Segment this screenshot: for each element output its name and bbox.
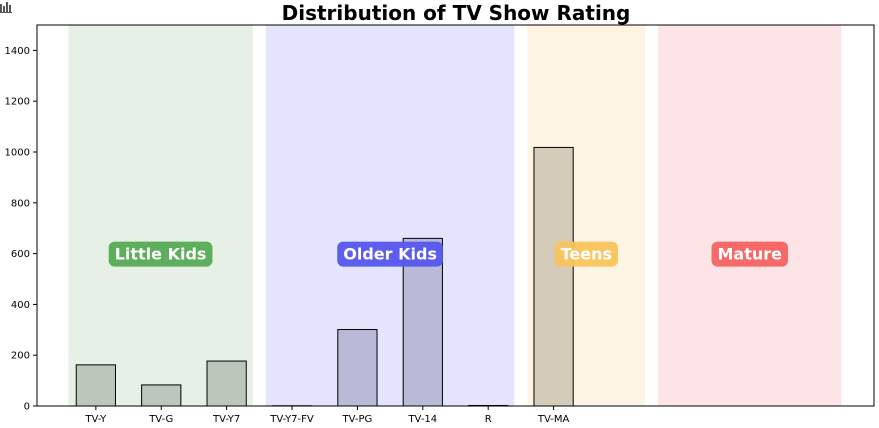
y-tick-label: 600 bbox=[11, 249, 30, 260]
x-tick-label: TV-G bbox=[148, 414, 173, 425]
x-tick-label: TV-14 bbox=[407, 414, 437, 425]
plot-frame bbox=[36, 24, 875, 407]
band-label-layer: Little Kids Older Kids Teens Mature bbox=[108, 241, 789, 267]
chart-title: Distribution of TV Show Rating bbox=[282, 1, 631, 25]
x-tick-label: TV-PG bbox=[342, 414, 373, 425]
bar-tv-g bbox=[141, 384, 182, 407]
band-layer bbox=[68, 25, 842, 406]
band-older-kids bbox=[265, 25, 515, 406]
y-tick-label: 800 bbox=[11, 198, 30, 209]
band-little-kids bbox=[68, 25, 253, 406]
band-label-teens: Teens bbox=[561, 245, 612, 264]
bar-chart-icon[interactable] bbox=[0, 0, 14, 14]
bar-tv-y bbox=[75, 364, 116, 407]
y-tick-label: 400 bbox=[11, 300, 30, 311]
band-label-box bbox=[337, 241, 443, 267]
bar-tv-y7 bbox=[206, 360, 247, 407]
band-label-little-kids: Little Kids bbox=[115, 245, 207, 264]
y-tick-label: 1200 bbox=[5, 97, 30, 108]
axes: 0 200 400 600 800 1000 1200 1400 TV-Y TV-G TV-Y7 TV… bbox=[5, 24, 875, 425]
band-label-mature: Mature bbox=[718, 245, 783, 264]
x-tick-label: TV-MA bbox=[537, 414, 570, 425]
x-tick-label: TV-Y bbox=[84, 414, 107, 425]
y-tick-label: 1000 bbox=[5, 148, 30, 159]
band-label-older-kids: Older Kids bbox=[343, 245, 437, 264]
bar-tv-ma bbox=[533, 146, 574, 407]
y-tick-label: 200 bbox=[11, 351, 30, 362]
band-mature bbox=[658, 25, 842, 406]
band-label-box bbox=[711, 241, 789, 267]
x-tick-label: TV-Y7-FV bbox=[269, 414, 314, 425]
x-tick-label: R bbox=[485, 414, 492, 425]
band-label-box bbox=[108, 241, 213, 267]
x-tick-label: TV-Y7 bbox=[212, 414, 240, 425]
bar-tv-pg bbox=[337, 329, 378, 407]
y-tick-label: 1400 bbox=[5, 46, 30, 57]
y-tick-label: 0 bbox=[24, 402, 30, 413]
band-label-box bbox=[554, 241, 618, 267]
